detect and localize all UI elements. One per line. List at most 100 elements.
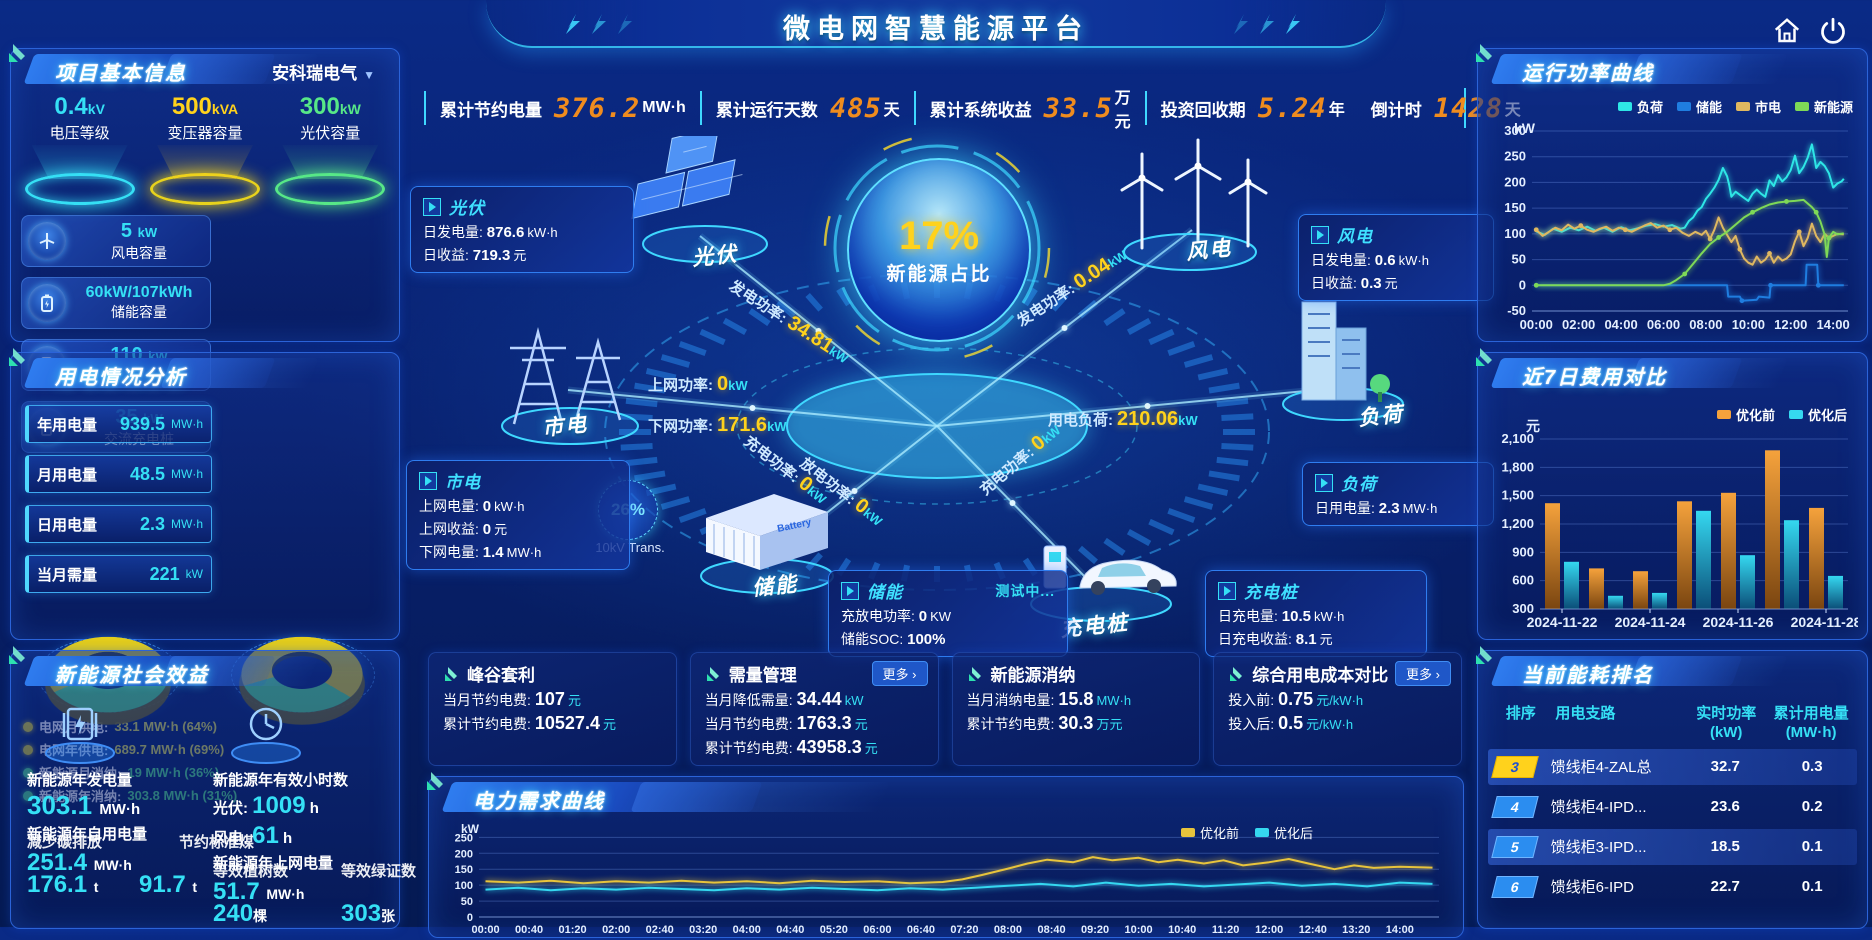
svg-text:1,200: 1,200 xyxy=(1501,516,1534,531)
load-building-icon xyxy=(1282,301,1404,421)
svg-text:02:00: 02:00 xyxy=(602,924,630,935)
svg-text:50: 50 xyxy=(1512,252,1526,267)
project-info-panel: 项目基本信息 安科瑞电气 ▼ 0.4kV 电压等级 500kVA 变压器容量 30… xyxy=(9,44,400,453)
svg-text:250: 250 xyxy=(1504,149,1526,164)
legend-demand-after[interactable]: 优化后 xyxy=(1254,823,1313,842)
usage-analysis-panel: 用电情况分析 年用电量 939.5 MW·h 月用电量 48.5 MW·h 日用电量 2.… xyxy=(9,348,400,804)
svg-text:0: 0 xyxy=(467,912,473,924)
wind-capacity-card: 5 kW 风电容量 xyxy=(21,215,211,267)
node-label-grid: 市电 xyxy=(541,412,590,441)
svg-text:900: 900 xyxy=(1512,544,1534,559)
play-arrow-icon xyxy=(1218,581,1236,600)
svg-text:10:40: 10:40 xyxy=(1168,924,1196,935)
gen-label: 新能源年发电量 xyxy=(27,772,133,789)
run-power-panel: 运行功率曲线 负荷 储能 市电 新能源 -50 0 50 100 150 200 250 30… xyxy=(1476,44,1868,342)
svg-text:06:00: 06:00 xyxy=(1647,317,1680,332)
svg-text:08:40: 08:40 xyxy=(1037,924,1065,935)
svg-text:02:40: 02:40 xyxy=(646,924,674,935)
play-arrow-icon xyxy=(419,471,437,490)
play-arrow-icon xyxy=(1311,225,1329,244)
legend-storage[interactable]: 储能 xyxy=(1676,97,1722,116)
legend-renewable[interactable]: 新能源 xyxy=(1794,97,1853,116)
panel-corner-icon xyxy=(9,44,25,62)
svg-text:08:00: 08:00 xyxy=(994,924,1022,935)
legend-load[interactable]: 负荷 xyxy=(1617,97,1663,116)
hours-label: 新能源年有效小时数 xyxy=(213,772,349,789)
svg-text:12:40: 12:40 xyxy=(1299,924,1327,935)
svg-text:06:40: 06:40 xyxy=(907,924,935,935)
feed-in-glitch-block: 新能源年上网电量 等效植树数 等效绿证数 51.7 MW·h 240棵 303张 xyxy=(213,855,417,927)
svg-text:06:00: 06:00 xyxy=(863,924,891,935)
panel-corner-icon xyxy=(1476,44,1492,62)
table-row[interactable]: 4 馈线柜4-IPD... 23.6 0.2 xyxy=(1488,789,1857,825)
voltage-level-pedestal: 0.4kV 电压等级 xyxy=(22,93,138,205)
svg-text:2024-11-22: 2024-11-22 xyxy=(1527,614,1598,630)
svg-text:07:20: 07:20 xyxy=(950,924,978,935)
svg-text:13:20: 13:20 xyxy=(1342,924,1370,935)
svg-text:04:40: 04:40 xyxy=(776,924,804,935)
renewable-absorb-card: 新能源消纳 当月消纳电量: 15.8 MW·h 累计节约电费: 30.3 万元 xyxy=(951,652,1201,766)
lightning-decor-icon xyxy=(566,14,632,34)
rank-table-body: 3 馈线柜4-ZAL总 32.7 0.3 4 馈线柜4-IPD... 23.6 … xyxy=(1478,748,1867,917)
svg-text:kW: kW xyxy=(1514,120,1536,136)
company-selector[interactable]: 安科瑞电气 ▼ xyxy=(272,64,375,83)
flow-draw-power: 下网功率: 171.6kW xyxy=(648,414,787,436)
svg-text:00:40: 00:40 xyxy=(515,924,543,935)
stat-saved-energy: 累计节约电量 376.2 MW·h xyxy=(424,91,700,125)
table-row[interactable]: 6 馈线柜6-IPD 22.7 0.1 xyxy=(1488,869,1857,905)
svg-text:04:00: 04:00 xyxy=(1604,317,1637,332)
power-icon[interactable] xyxy=(1818,16,1848,46)
legend-cost-before[interactable]: 优化前 xyxy=(1716,405,1775,424)
demand-management-card: 需量管理 更多 › 当月降低需量: 34.44 kW 当月节约电费: 1763.3 元 … xyxy=(689,652,939,766)
kpi-month-usage: 月用电量 48.5 MW·h xyxy=(25,455,212,493)
home-icon[interactable] xyxy=(1772,16,1802,46)
svg-text:10:00: 10:00 xyxy=(1732,317,1765,332)
svg-text:200: 200 xyxy=(1504,174,1526,189)
node-label-wind: 风电 xyxy=(1185,236,1234,265)
rank-badge: 6 xyxy=(1491,875,1540,898)
chevron-down-icon: ▼ xyxy=(363,68,375,82)
self-use-glitch-block: 新能源年自用电量 减少碳排放 节约标准煤 251.4 MW·h 176.1 t … xyxy=(27,826,255,898)
svg-text:-50: -50 xyxy=(1507,303,1526,318)
svg-text:11:20: 11:20 xyxy=(1212,924,1240,935)
svg-text:300: 300 xyxy=(1504,123,1526,138)
panel-corner-icon xyxy=(9,646,25,664)
kpi-month-demand: 当月需量 221 kW xyxy=(25,555,212,593)
table-row[interactable]: 3 馈线柜4-ZAL总 32.7 0.3 xyxy=(1488,748,1857,785)
project-panel-title: 项目基本信息 xyxy=(55,63,187,85)
svg-text:10:00: 10:00 xyxy=(1125,924,1153,935)
kpi-year-usage: 年用电量 939.5 MW·h xyxy=(25,405,212,443)
svg-text:2,100: 2,100 xyxy=(1501,431,1534,446)
svg-text:02:00: 02:00 xyxy=(1562,317,1595,332)
card-corner-icon xyxy=(968,666,981,681)
wind-callout: 风电 日发电量: 0.6 kW·h 日收益: 0.3 元 xyxy=(1298,214,1494,301)
pv-capacity-pedestal: 300kW 光伏容量 xyxy=(272,93,388,205)
legend-cost-after[interactable]: 优化后 xyxy=(1788,405,1847,424)
legend-grid[interactable]: 市电 xyxy=(1735,97,1781,116)
benefit-panel-title: 新能源社会效益 xyxy=(55,665,209,687)
svg-text:04:00: 04:00 xyxy=(733,924,761,935)
battery-icon xyxy=(28,284,66,322)
storage-callout: 储能 测试中... 充放电功率: 0 KW 储能SOC: 100% xyxy=(828,570,1068,657)
kpi-cards-row: 峰谷套利 当月节约电费: 107 元 累计节约电费: 10527.4 元 需量管理 更多… xyxy=(428,652,1462,766)
legend-swatch-icon xyxy=(1794,102,1809,111)
run-panel-title: 运行功率曲线 xyxy=(1522,63,1654,85)
demand-more-button[interactable]: 更多 › xyxy=(871,661,928,686)
diagram-decor xyxy=(567,134,1359,591)
rank-badge: 5 xyxy=(1491,835,1540,858)
svg-text:kW: kW xyxy=(461,823,480,836)
play-arrow-icon xyxy=(841,581,859,600)
svg-text:1,500: 1,500 xyxy=(1501,488,1534,503)
cost-panel-title: 近7日费用对比 xyxy=(1522,367,1668,389)
card-corner-icon xyxy=(445,666,457,681)
table-row[interactable]: 5 馈线柜3-IPD... 18.5 0.1 xyxy=(1488,828,1857,865)
energy-flow-diagram: 17% 新能源占比 Battery xyxy=(400,118,1494,657)
flow-feed-power: 上网功率: 0kW xyxy=(648,373,748,395)
kpi-day-usage: 日用电量 2.3 MW·h xyxy=(25,505,212,543)
demand-panel-title: 电力需求曲线 xyxy=(473,791,605,813)
svg-text:01:20: 01:20 xyxy=(559,924,587,935)
usage-panel-title: 用电情况分析 xyxy=(55,367,187,389)
legend-demand-before[interactable]: 优化前 xyxy=(1180,823,1239,842)
cost-more-button[interactable]: 更多 › xyxy=(1395,661,1451,686)
svg-text:2024-11-28: 2024-11-28 xyxy=(1791,614,1858,630)
